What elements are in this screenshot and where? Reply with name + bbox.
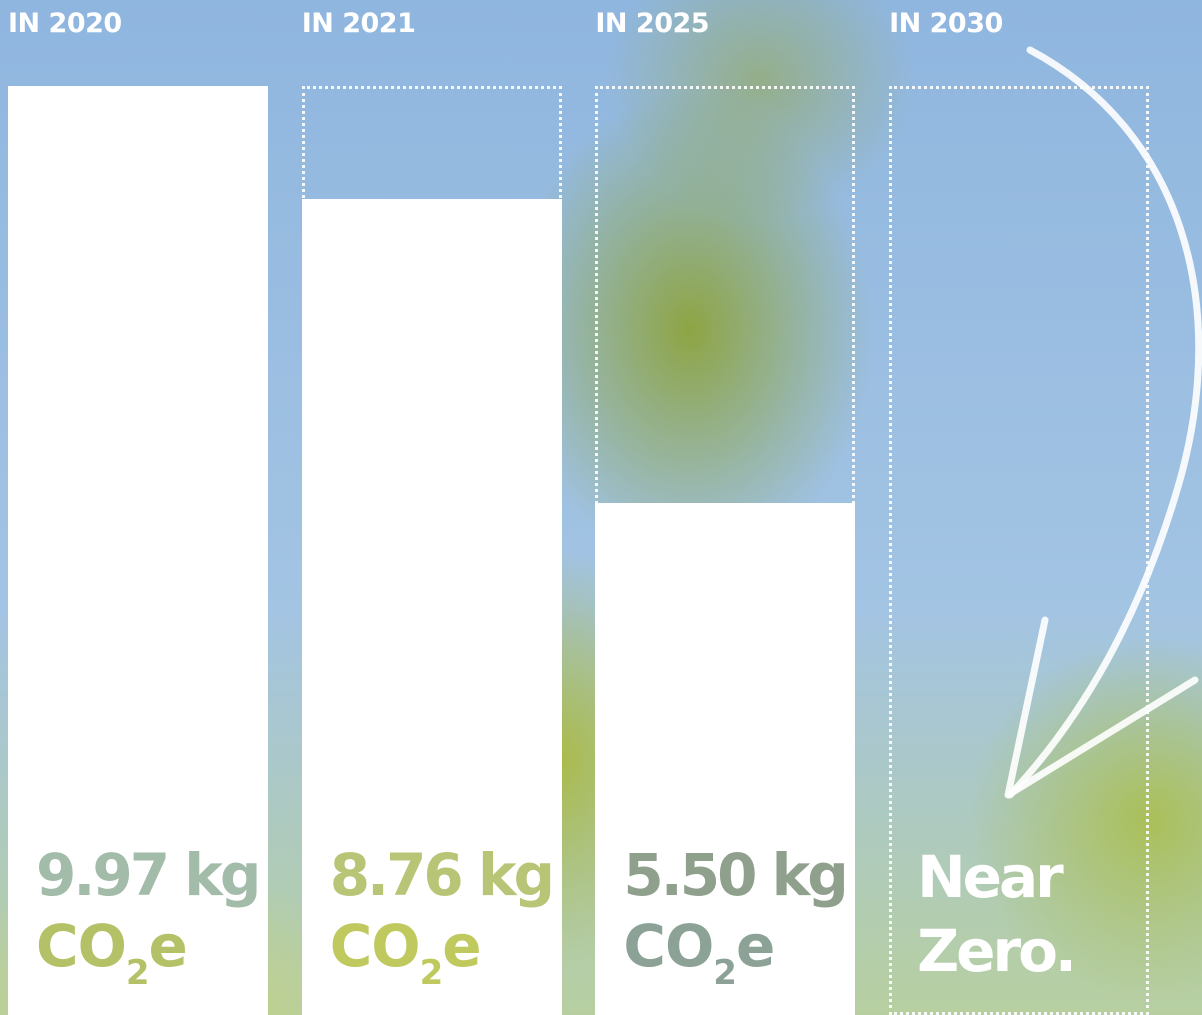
unit-subscript: 2 bbox=[126, 953, 149, 993]
category-label: IN 2020 bbox=[8, 8, 122, 39]
unit-text: e bbox=[442, 912, 480, 980]
unit-text: CO bbox=[330, 912, 420, 980]
unit-subscript: 2 bbox=[713, 953, 736, 993]
unit-label: CO2e bbox=[623, 912, 774, 993]
page: IN 20209.97 kgCO2eIN 20218.76 kgCO2eIN 2… bbox=[0, 0, 1202, 1015]
unit-text: CO bbox=[36, 912, 126, 980]
value-label: 9.97 kg bbox=[36, 838, 276, 912]
unit-subscript: 2 bbox=[420, 953, 443, 993]
unit-label: CO2e bbox=[330, 912, 481, 993]
category-label: IN 2025 bbox=[595, 8, 709, 39]
category-label: IN 2030 bbox=[889, 8, 1003, 39]
unit-text: e bbox=[736, 912, 774, 980]
unit-label: CO2e bbox=[36, 912, 187, 993]
category-label: IN 2021 bbox=[302, 8, 416, 39]
value-label: 5.50 kg bbox=[623, 838, 863, 912]
unit-text: CO bbox=[623, 912, 713, 980]
value-label: 8.76 kg bbox=[330, 838, 570, 912]
value-label: Near Zero. bbox=[917, 840, 1107, 988]
unit-text: e bbox=[149, 912, 187, 980]
